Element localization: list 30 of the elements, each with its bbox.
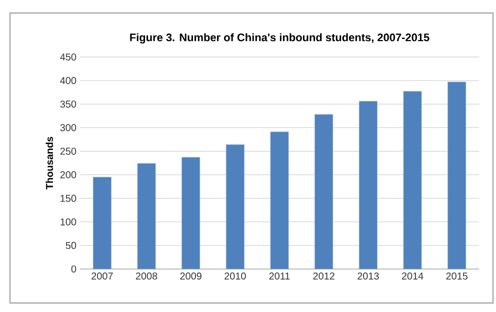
bar [358, 101, 378, 270]
x-tick-label: 2007 [92, 272, 113, 280]
bar [92, 176, 112, 270]
y-tick-label: 350 [60, 100, 76, 108]
x-tick-label: 2012 [313, 272, 334, 280]
bar [448, 82, 466, 270]
x-tick-label: 2015 [446, 272, 468, 280]
y-tick-label: 400 [60, 77, 76, 84]
bar [182, 157, 200, 270]
x-tick-label: 2011 [269, 272, 290, 280]
y-axis-title: Thousands [46, 136, 54, 190]
y-tick-label: 250 [60, 148, 76, 155]
bar [314, 114, 334, 270]
y-tick-label: 450 [60, 53, 76, 61]
x-tick-label: 2008 [136, 272, 158, 280]
y-tick-label: 300 [60, 124, 76, 132]
x-tick-label: 2014 [402, 272, 424, 280]
y-tick-label: 100 [60, 218, 76, 226]
x-tick-label: 2010 [224, 272, 246, 280]
x-tick-label: 2009 [180, 272, 202, 280]
y-tick-label: 50 [66, 242, 76, 249]
bar [270, 132, 289, 270]
x-tick-label: 2013 [358, 272, 379, 280]
bar [137, 163, 156, 270]
chart-title: Figure 3. Number of China's inbound students, 2007-2015 [130, 33, 430, 44]
bar [403, 91, 422, 270]
y-tick-label: 150 [60, 194, 76, 202]
y-tick-label: 0 [71, 265, 76, 273]
y-tick-label: 200 [60, 171, 76, 178]
bar [226, 144, 244, 270]
